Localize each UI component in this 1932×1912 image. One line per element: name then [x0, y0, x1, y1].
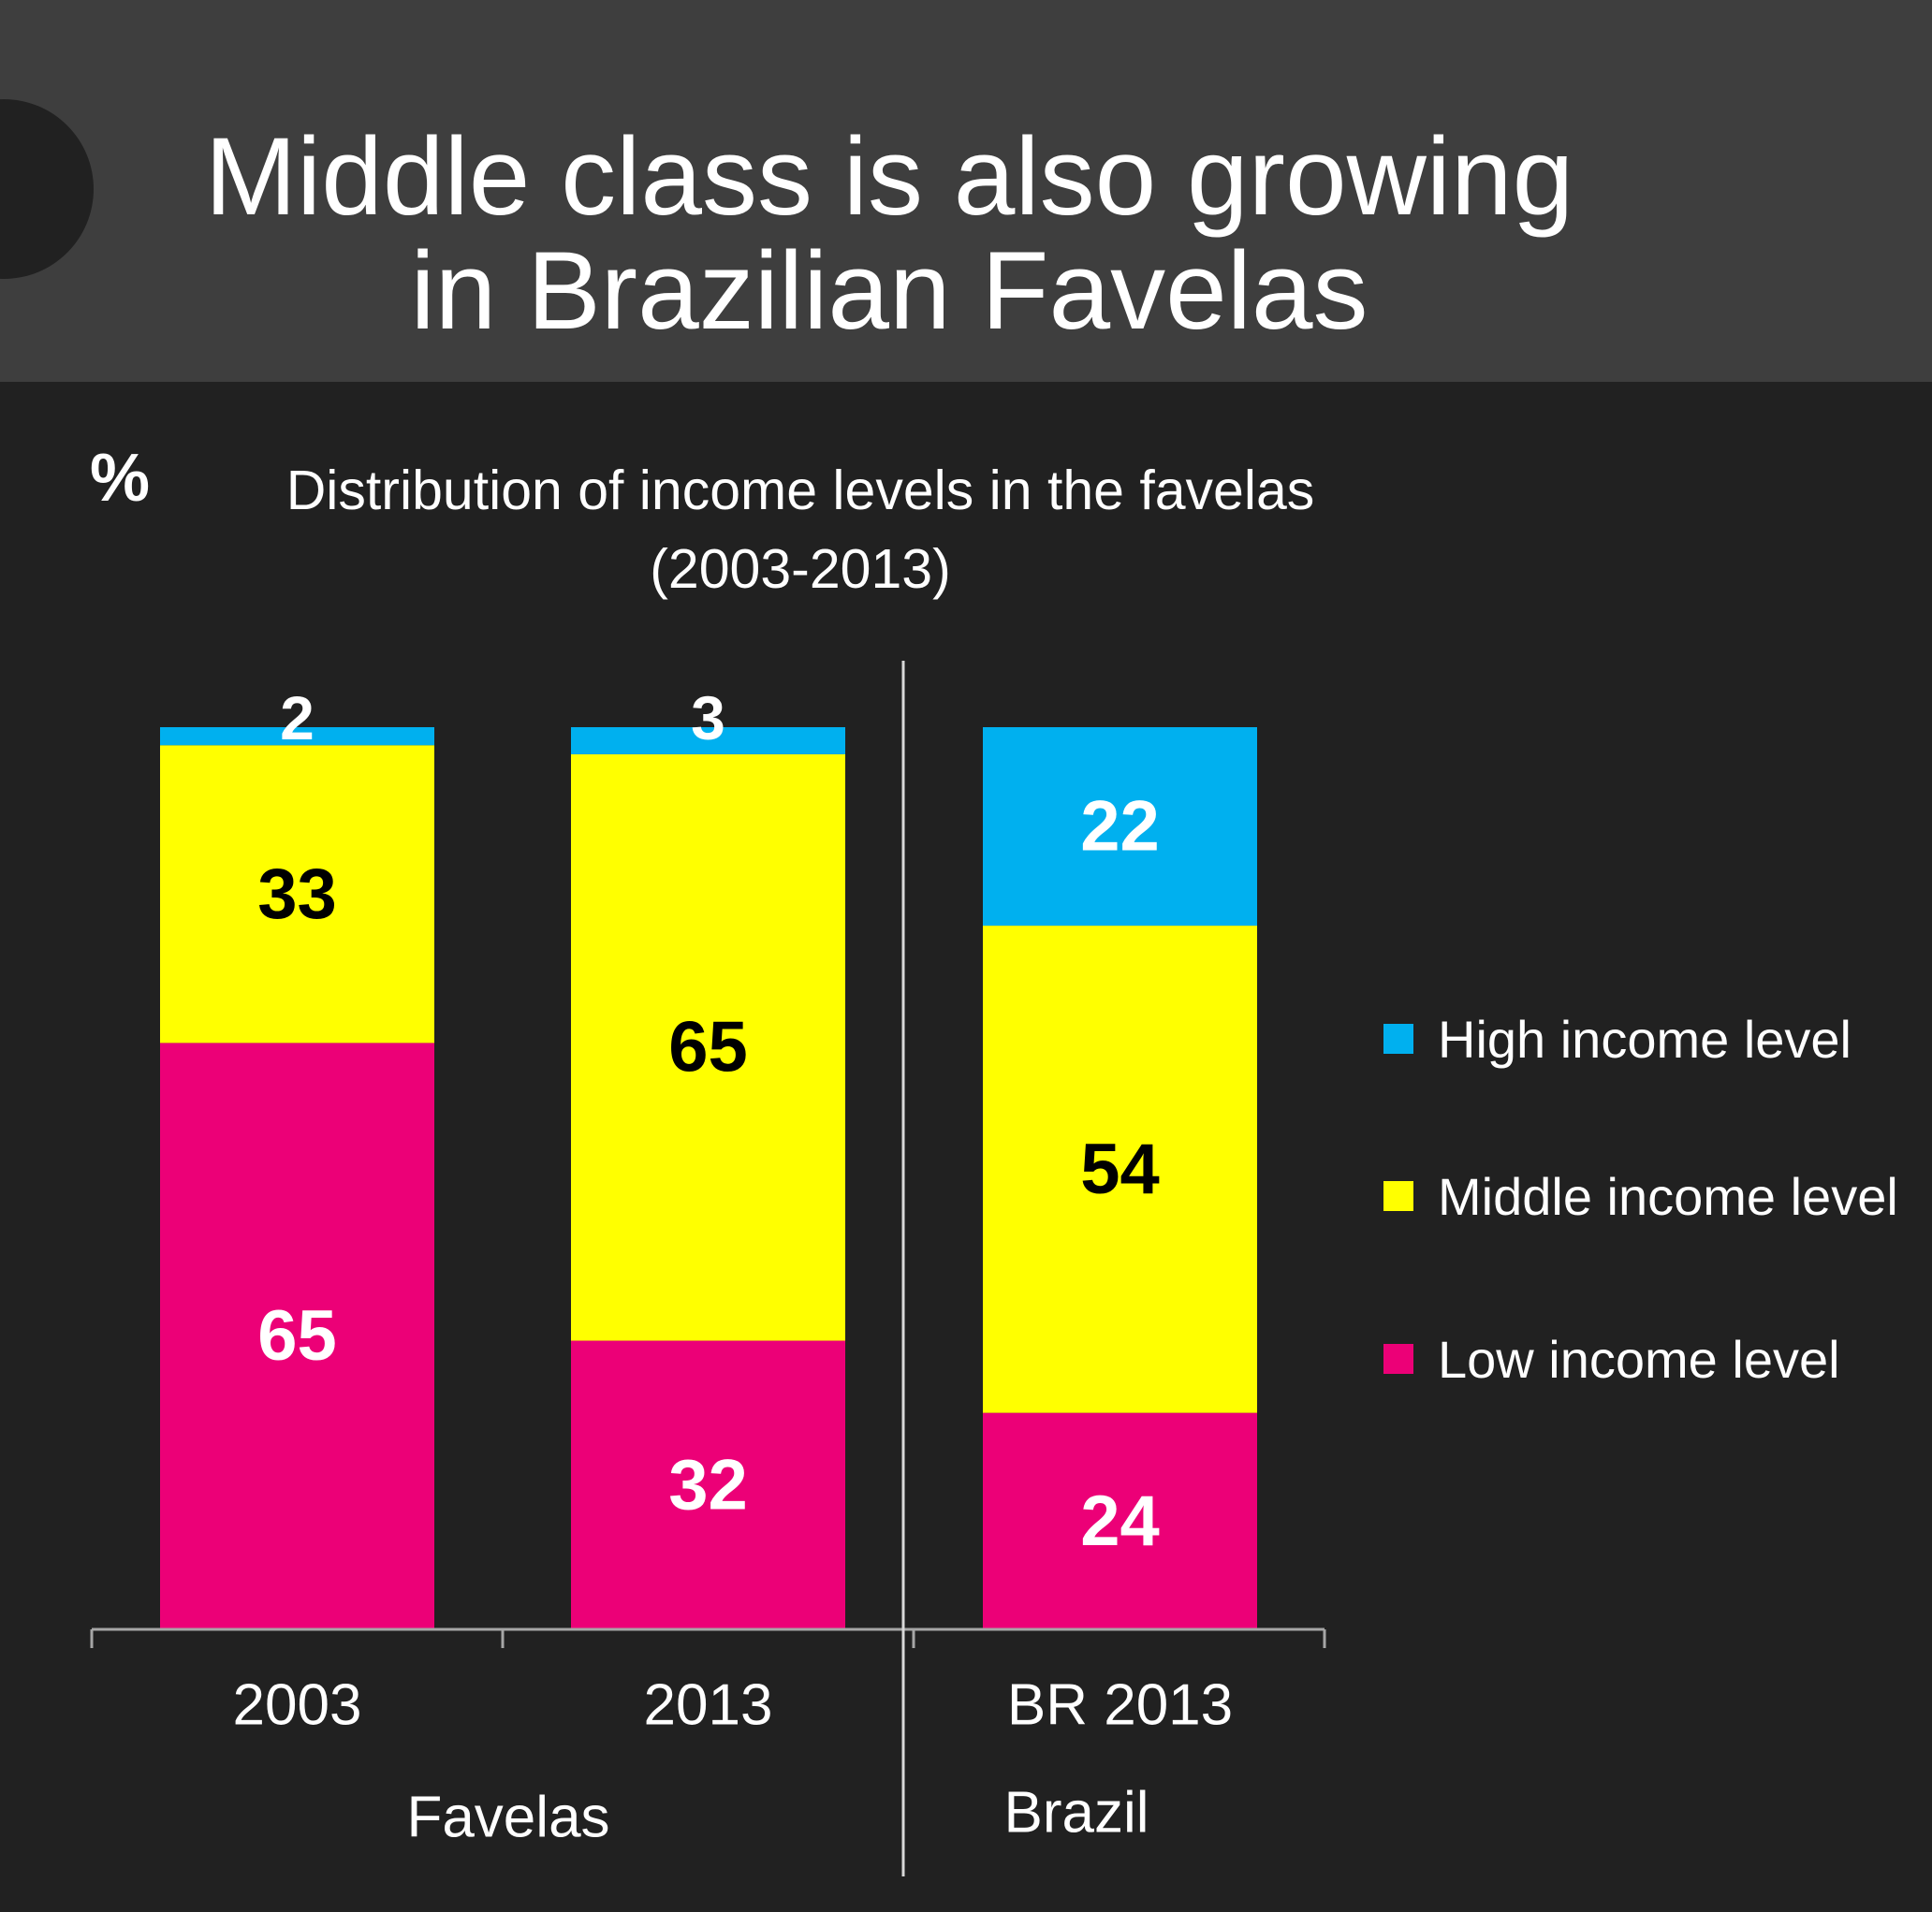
x-tick-label-2: BR 2013: [1007, 1673, 1233, 1738]
x-tick-label-1: 2013: [644, 1673, 773, 1738]
unit-label: %: [90, 441, 151, 516]
data-label-low-1: 32: [668, 1445, 748, 1525]
data-label-low-2: 24: [1080, 1481, 1160, 1561]
group-label-brazil: Brazil: [1003, 1781, 1149, 1846]
legend-swatch-middle: [1383, 1181, 1413, 1211]
data-label-middle-2: 54: [1080, 1130, 1160, 1209]
legend-label-middle: Middle income level: [1438, 1166, 1898, 1226]
legend-swatch-low: [1383, 1344, 1413, 1374]
bar-high-0: [160, 727, 434, 746]
data-label-middle-0: 33: [257, 854, 337, 934]
bar-high-1: [571, 727, 845, 754]
bar-middle-0: [160, 745, 434, 1044]
legend-swatch-high: [1383, 1024, 1413, 1054]
x-tick-label-0: 2003: [233, 1673, 362, 1738]
legend-label-high: High income level: [1438, 1009, 1852, 1069]
bar-low-0: [160, 1043, 434, 1629]
title-line-1: Middle class is also growing: [204, 115, 1574, 239]
subtitle-line-2: (2003-2013): [650, 538, 951, 600]
bar-high-2: [983, 727, 1257, 927]
bar-middle-2: [983, 926, 1257, 1413]
legend-label-low: Low income level: [1438, 1329, 1840, 1389]
data-label-low-0: 65: [257, 1296, 337, 1376]
legend-item-middle: Middle income level: [1383, 1166, 1926, 1226]
bar-low-1: [571, 1340, 845, 1629]
legend-item-low: Low income level: [1383, 1329, 1926, 1389]
chart-subtitle: Distribution of income levels in the fav…: [168, 451, 1432, 608]
data-label-high-0: 2: [280, 683, 315, 752]
page-title: Middle class is also growing in Brazilia…: [0, 120, 1778, 348]
data-label-high-2: 22: [1080, 787, 1160, 867]
title-banner: [0, 0, 1932, 382]
legend-item-high: High income level: [1383, 1009, 1926, 1069]
data-label-middle-1: 65: [668, 1008, 748, 1087]
data-label-high-1: 3: [691, 683, 725, 752]
group-label-favelas: Favelas: [406, 1786, 609, 1850]
bar-middle-1: [571, 753, 845, 1341]
bar-low-2: [983, 1412, 1257, 1629]
subtitle-line-1: Distribution of income levels in the fav…: [285, 460, 1315, 521]
title-line-2: in Brazilian Favelas: [410, 229, 1368, 353]
